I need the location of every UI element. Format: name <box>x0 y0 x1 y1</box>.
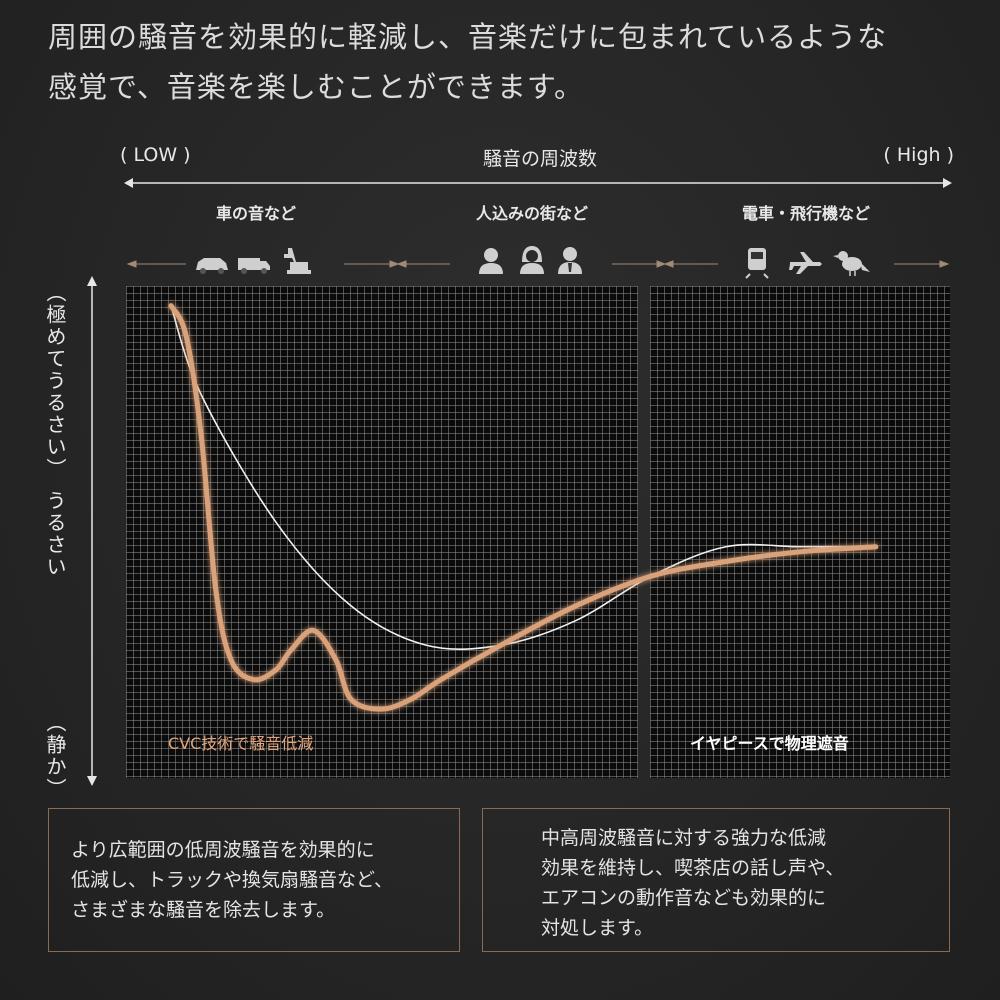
region-label-earpiece: イヤピースで物理遮音 <box>690 734 849 753</box>
x-axis-low-label: ( LOW ) <box>120 144 191 166</box>
y-label-quiet: （静か） <box>43 712 67 800</box>
x-axis-arrow <box>124 178 952 188</box>
y-label-loud: うるさい <box>43 490 67 578</box>
headline: 周囲の騒音を効果的に軽減し、音楽だけに包まれているような 感覚で、音楽を楽しむこ… <box>48 12 968 112</box>
category-label-cars: 車の音など <box>215 204 297 223</box>
y-axis-arrow <box>87 276 97 786</box>
airplane-icon <box>789 252 822 274</box>
headline-line-1: 周囲の騒音を効果的に軽減し、音楽だけに包まれているような <box>48 20 888 54</box>
car-icon <box>196 258 228 274</box>
series-line-baseline <box>170 304 877 651</box>
frequency-axis-header: ( LOW ) 騒音の周波数 ( High ) <box>120 142 960 174</box>
description-right-line-4: 対処します。 <box>541 917 654 939</box>
description-left-line-1: より広範囲の低周波騒音を効果的に <box>71 839 375 861</box>
man-icon <box>479 248 503 274</box>
description-right-line-3: エアコンの動作音なども効果的に <box>541 887 827 909</box>
x-axis-title: 騒音の周波数 <box>482 148 597 170</box>
headline-line-2: 感覚で、音楽を楽しむことができます。 <box>48 70 584 104</box>
description-right-line-1: 中高周波騒音に対する強力な低減 <box>541 827 827 849</box>
description-left-line-3: さまざまな騒音を除去します。 <box>71 899 336 921</box>
region-label-cvc: CVC技術で騒音低減 <box>168 734 314 753</box>
truck-icon <box>238 258 270 274</box>
category-label-crowds: 人込みの街など <box>475 204 589 223</box>
woman-icon <box>520 246 544 274</box>
chart-panel-earpiece <box>650 286 950 778</box>
y-label-very-loud: （極めてうるさい） <box>43 282 67 480</box>
description-left-line-2: 低減し、トラックや換気扇騒音など、 <box>71 869 394 891</box>
description-box-right: 中高周波騒音に対する強力な低減 効果を維持し、喫茶店の話し声や、 エアコンの動作… <box>482 808 950 952</box>
businessman-icon <box>558 247 582 274</box>
train-icon <box>745 248 769 279</box>
x-axis-high-label: ( High ) <box>883 144 954 166</box>
description-right-line-2: 効果を維持し、喫茶店の話し声や、 <box>541 857 845 879</box>
range-arrows <box>126 260 950 268</box>
excavator-icon <box>284 248 311 274</box>
bird-icon <box>833 251 870 276</box>
category-icon-row <box>126 246 950 279</box>
series-line-cvc-noise-reduction <box>168 303 879 712</box>
description-box-left: より広範囲の低周波騒音を効果的に 低減し、トラックや換気扇騒音など、 さまざまな… <box>48 808 460 952</box>
category-label-trains: 電車・飛行機など <box>741 204 871 223</box>
